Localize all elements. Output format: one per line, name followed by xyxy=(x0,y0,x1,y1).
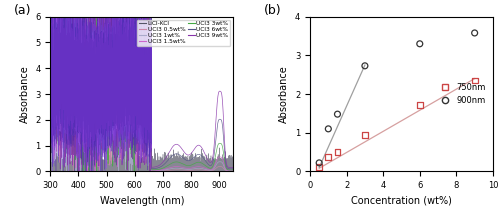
Legend: 750nm, 900nm: 750nm, 900nm xyxy=(434,80,489,108)
Legend: LiCl-KCl, UCl3 0.5wt%, UCl3 1wt%, UCl3 1.5wt%, UCl3 3wt%, UCl3 6wt%, UCl3 9wt%: LiCl-KCl, UCl3 0.5wt%, UCl3 1wt%, UCl3 1… xyxy=(137,20,230,46)
900nm xyxy=(361,64,369,68)
900nm xyxy=(324,127,332,130)
750nm xyxy=(324,155,332,159)
900nm xyxy=(333,112,342,116)
900nm xyxy=(471,31,479,35)
X-axis label: Concentration (wt%): Concentration (wt%) xyxy=(351,196,452,206)
750nm xyxy=(416,103,424,107)
X-axis label: Wavelength (nm): Wavelength (nm) xyxy=(100,196,184,206)
Text: (a): (a) xyxy=(14,4,31,17)
900nm xyxy=(315,161,323,164)
750nm xyxy=(471,79,479,82)
750nm xyxy=(361,133,369,136)
Y-axis label: Absorbance: Absorbance xyxy=(279,65,289,123)
Y-axis label: Absorbance: Absorbance xyxy=(20,65,30,123)
750nm xyxy=(333,150,342,154)
Text: (b): (b) xyxy=(264,4,282,17)
750nm xyxy=(315,165,323,168)
900nm xyxy=(416,42,424,45)
